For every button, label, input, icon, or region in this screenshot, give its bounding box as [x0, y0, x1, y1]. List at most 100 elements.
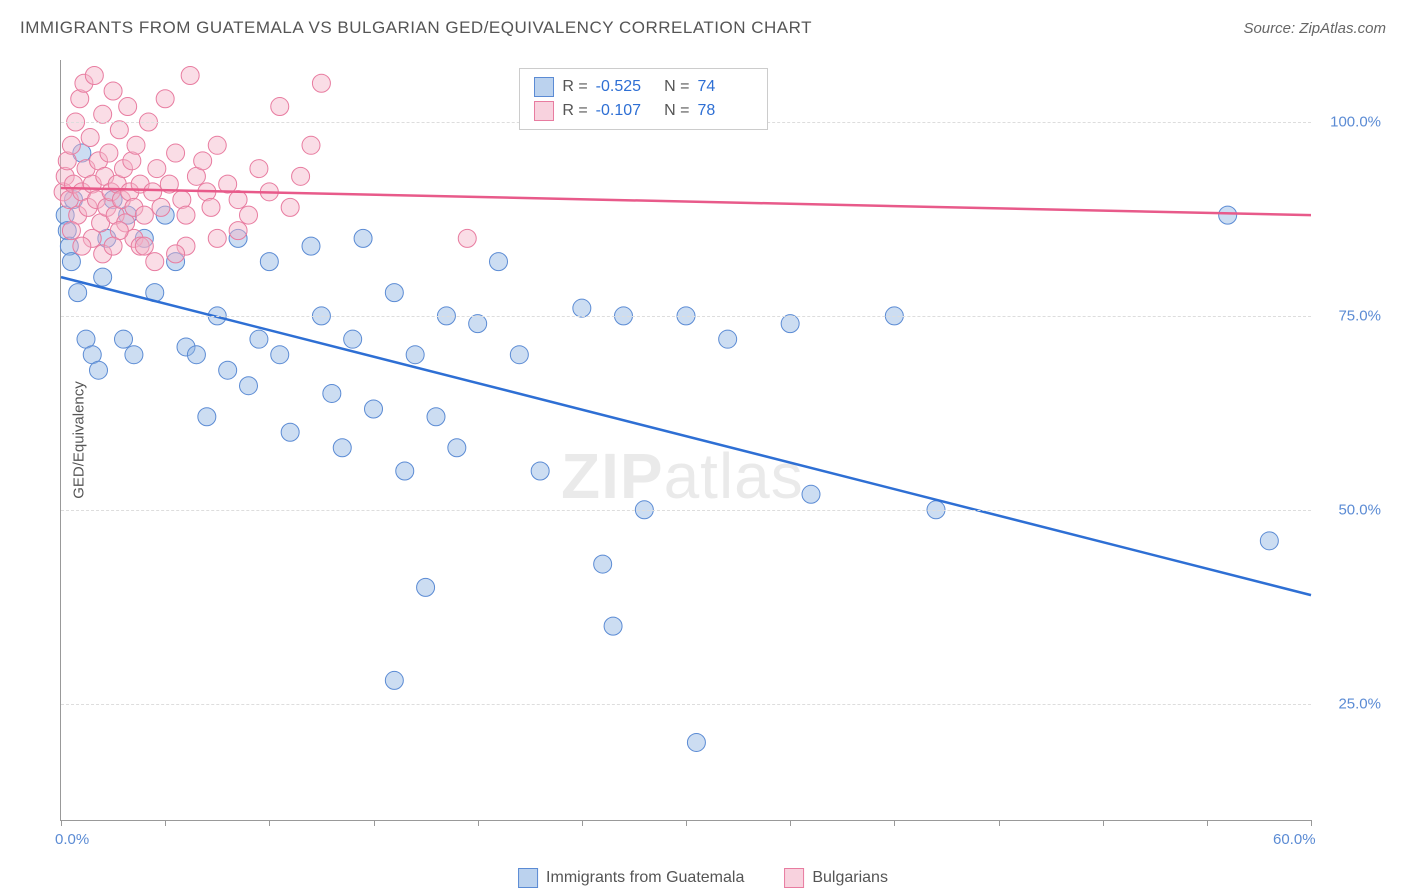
data-point	[135, 206, 153, 224]
data-point	[333, 439, 351, 457]
gridline	[61, 316, 1311, 317]
data-point	[229, 191, 247, 209]
data-point	[458, 229, 476, 247]
data-point	[417, 578, 435, 596]
x-tick	[478, 820, 479, 826]
chart-header: IMMIGRANTS FROM GUATEMALA VS BULGARIAN G…	[20, 18, 1386, 38]
data-point	[385, 284, 403, 302]
data-point	[94, 268, 112, 286]
data-point	[781, 315, 799, 333]
n-label: N =	[660, 78, 690, 96]
data-point	[271, 346, 289, 364]
stats-row: R = -0.525 N = 74	[534, 75, 753, 99]
legend-bottom: Immigrants from Guatemala Bulgarians	[518, 868, 888, 888]
data-point	[427, 408, 445, 426]
data-point	[250, 160, 268, 178]
plot-container: GED/Equivalency 25.0%50.0%75.0%100.0%0.0…	[50, 50, 1380, 830]
data-point	[260, 253, 278, 271]
gridline	[61, 510, 1311, 511]
x-tick	[61, 820, 62, 826]
data-point	[229, 222, 247, 240]
data-point	[271, 98, 289, 116]
data-point	[1260, 532, 1278, 550]
x-tick	[999, 820, 1000, 826]
data-point	[594, 555, 612, 573]
n-value: 74	[697, 78, 753, 96]
data-point	[344, 330, 362, 348]
data-point	[802, 485, 820, 503]
data-point	[490, 253, 508, 271]
data-point	[181, 67, 199, 85]
x-tick	[686, 820, 687, 826]
y-tick-label: 25.0%	[1321, 695, 1381, 712]
data-point	[62, 253, 80, 271]
r-label: R =	[562, 78, 587, 96]
data-point	[90, 361, 108, 379]
x-tick	[894, 820, 895, 826]
data-point	[156, 90, 174, 108]
data-point	[281, 198, 299, 216]
source-label: Source: ZipAtlas.com	[1243, 20, 1386, 37]
data-point	[135, 237, 153, 255]
data-point	[119, 98, 137, 116]
x-tick	[1207, 820, 1208, 826]
data-point	[719, 330, 737, 348]
legend-item-bulgarians: Bulgarians	[784, 868, 888, 888]
x-tick	[269, 820, 270, 826]
data-point	[406, 346, 424, 364]
plot-area: 25.0%50.0%75.0%100.0%0.0%60.0%ZIPatlasR …	[60, 60, 1311, 821]
swatch-icon	[534, 77, 554, 97]
data-point	[115, 330, 133, 348]
data-point	[469, 315, 487, 333]
data-point	[187, 346, 205, 364]
stats-legend: R = -0.525 N = 74 R =-0.107 N =78	[519, 68, 768, 130]
legend-label: Immigrants from Guatemala	[546, 869, 744, 887]
data-point	[385, 671, 403, 689]
swatch-blue-icon	[518, 868, 538, 888]
n-label: N =	[660, 102, 690, 120]
data-point	[125, 346, 143, 364]
swatch-icon	[534, 101, 554, 121]
data-point	[365, 400, 383, 418]
data-point	[396, 462, 414, 480]
scatter-svg	[61, 60, 1311, 820]
data-point	[62, 222, 80, 240]
data-point	[312, 74, 330, 92]
data-point	[302, 237, 320, 255]
x-tick	[1311, 820, 1312, 826]
r-value: -0.525	[596, 78, 652, 96]
x-tick	[582, 820, 583, 826]
data-point	[194, 152, 212, 170]
data-point	[1219, 206, 1237, 224]
y-tick-label: 100.0%	[1321, 114, 1381, 131]
data-point	[146, 253, 164, 271]
data-point	[152, 198, 170, 216]
data-point	[167, 144, 185, 162]
y-tick-label: 75.0%	[1321, 307, 1381, 324]
data-point	[240, 206, 258, 224]
data-point	[94, 105, 112, 123]
data-point	[687, 733, 705, 751]
data-point	[531, 462, 549, 480]
y-tick-label: 50.0%	[1321, 501, 1381, 518]
data-point	[104, 237, 122, 255]
data-point	[292, 167, 310, 185]
data-point	[281, 423, 299, 441]
data-point	[208, 229, 226, 247]
data-point	[100, 144, 118, 162]
data-point	[604, 617, 622, 635]
data-point	[127, 136, 145, 154]
swatch-pink-icon	[784, 868, 804, 888]
data-point	[510, 346, 528, 364]
chart-title: IMMIGRANTS FROM GUATEMALA VS BULGARIAN G…	[20, 18, 812, 38]
data-point	[448, 439, 466, 457]
data-point	[573, 299, 591, 317]
r-value: -0.107	[596, 102, 652, 120]
x-tick-label: 60.0%	[1273, 831, 1316, 848]
data-point	[85, 67, 103, 85]
legend-label: Bulgarians	[812, 869, 888, 887]
data-point	[302, 136, 320, 154]
data-point	[323, 384, 341, 402]
stats-row: R =-0.107 N =78	[534, 99, 753, 123]
x-tick	[165, 820, 166, 826]
